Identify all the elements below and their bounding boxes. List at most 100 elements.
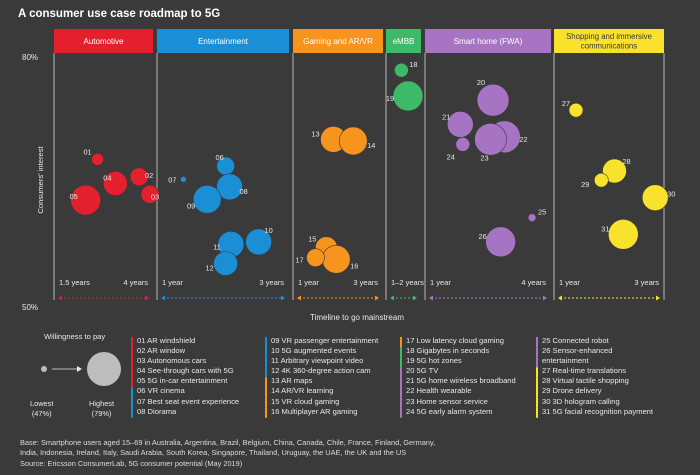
bubble-label-19: 19 (386, 94, 394, 103)
category-header-label: Automotive (83, 37, 124, 46)
bubble-20 (476, 83, 510, 117)
timeline-start-label: 1 year (298, 278, 319, 287)
use-case-legend-item: 17 Low latency cloud gaming (406, 336, 504, 345)
use-case-legend-item: 10 5G augmented events (271, 346, 357, 356)
timeline-start-label: 1 year (430, 278, 451, 287)
category-header-label: Smart home (FWA) (454, 37, 523, 46)
bubble-23 (474, 123, 507, 156)
legend-color-bar (400, 397, 402, 408)
use-case-legend-item: 31 5G facial recognition payment (542, 406, 654, 416)
legend-color-bar (400, 357, 402, 368)
legend-color-bar (131, 387, 133, 398)
use-case-legend-item: 21 5G home wireless broadband (406, 376, 516, 386)
bubble-label-25: 25 (538, 208, 546, 217)
category-header-label: eMBB (393, 37, 415, 46)
bubble-17 (306, 248, 325, 267)
bubble-08 (216, 173, 243, 201)
use-case-legend-col-1: 01 AR windshield 02 AR window 03 Autonomou… (131, 336, 239, 417)
bubble-30 (641, 184, 669, 211)
bubble-label-02: 02 (145, 171, 153, 180)
legend-color-bar (131, 367, 133, 378)
x-axis-label: Timeline to go mainstream (310, 313, 404, 322)
bubble-29 (593, 172, 609, 188)
use-case-legend-item: 24 5G early alarm system (406, 406, 493, 416)
footnote: Base: Smartphone users aged 15–69 in Aus… (20, 438, 435, 469)
legend-color-bar (400, 367, 402, 378)
use-case-legend-col-4: 25 Connected robot 26 Sensor-enhanced ente… (536, 336, 653, 417)
legend-color-bar (265, 357, 267, 368)
use-case-legend-item: 25 Connected robot (542, 336, 609, 345)
legend-color-bar (536, 407, 538, 418)
willingness-high-bubble (87, 352, 121, 386)
legend-color-bar (536, 387, 538, 398)
category-header-label: Gaming and AR/VR (303, 37, 373, 46)
bubble-label-16: 16 (350, 261, 358, 270)
bubble-label-11: 11 (213, 242, 221, 251)
bubble-04 (103, 171, 128, 196)
bubble-label-07: 07 (168, 175, 176, 184)
bubble-label-13: 13 (311, 129, 319, 138)
bubble-label-26: 26 (478, 232, 486, 241)
bubble-label-04: 04 (103, 174, 111, 183)
category-header-3 (293, 29, 383, 53)
use-case-legend-item: 18 Gigabytes in seconds (406, 346, 490, 356)
use-case-legend-item: 05 5G in-car entertainment (137, 376, 228, 386)
use-case-legend-item: 27 Real-time translations (542, 366, 626, 376)
use-case-legend-item: 26 Sensor-enhanced (542, 346, 613, 356)
bubble-label-03: 03 (151, 192, 159, 201)
timeline-arrow-head-right (413, 295, 417, 301)
willingness-arrow-head (77, 366, 82, 372)
bubble-14 (338, 126, 368, 156)
use-case-legend-item: 06 VR cinema (137, 386, 185, 396)
category-header-2 (157, 29, 289, 53)
bubble-07 (180, 176, 187, 183)
bubble-09 (192, 185, 222, 214)
timeline-end-label: 3 years (353, 278, 378, 287)
timeline-arrow-head-right (375, 295, 379, 301)
chart-title: A consumer use case roadmap to 5G (18, 8, 221, 20)
footnote-line: Source: Ericsson ConsumerLab, 5G consume… (20, 458, 243, 468)
category-header-label: communications (581, 42, 637, 51)
use-case-legend-item: 30 3D hologram calling (542, 396, 620, 406)
category-header-6 (554, 29, 664, 53)
timeline-arrow-head-left (297, 295, 301, 301)
use-case-legend-item: 22 Health wearable (406, 386, 472, 396)
bubble-label-10: 10 (265, 226, 273, 235)
category-header-label: Shopping and immersive (566, 32, 652, 41)
willingness-high-label: Highest (79%) (89, 399, 114, 419)
willingness-low-text: Lowest (30, 399, 54, 408)
legend-color-bar (400, 377, 402, 388)
legend-color-bar (131, 347, 133, 358)
bubble-label-01: 01 (83, 147, 91, 156)
willingness-legend-title: Willingness to pay (44, 332, 106, 341)
use-case-legend-item: 07 Best seat event experience (137, 396, 240, 406)
timeline-arrow-head-left (558, 295, 562, 301)
use-case-legend-item: 13 AR maps (271, 376, 313, 386)
legend-color-bar (265, 407, 267, 418)
timeline-arrow-head-left (429, 295, 433, 301)
timeline-end-label: 3 years (634, 278, 659, 287)
legend-color-bar (536, 367, 538, 378)
use-case-legend-item: 02 AR window (137, 346, 186, 356)
timeline-arrow-head-left (58, 295, 62, 301)
legend-color-bar (265, 387, 267, 398)
timeline-arrow-head-left (161, 295, 165, 301)
bubble-label-06: 06 (216, 153, 224, 162)
legend-color-bar (536, 337, 538, 348)
legend-color-bar (265, 367, 267, 378)
willingness-high-value: (79%) (91, 409, 112, 418)
use-case-legend-item: 20 5G TV (406, 366, 439, 376)
timeline-end-label: 4 years (521, 278, 546, 287)
bubble-label-30: 30 (667, 190, 675, 199)
legend-color-bar (400, 387, 402, 398)
willingness-high-text: Highest (89, 399, 115, 408)
legend-color-bar (131, 337, 133, 348)
legend-color-bar (400, 337, 402, 348)
legend-color-bar (400, 347, 402, 358)
use-case-legend-item: 15 VR cloud gaming (271, 396, 340, 406)
bubble-label-31: 31 (601, 224, 609, 233)
legend-color-bar (536, 377, 538, 388)
use-case-legend-item: 03 Autonomous cars (137, 356, 207, 366)
use-case-legend-item: 04 See-through cars with 5G (137, 366, 234, 376)
